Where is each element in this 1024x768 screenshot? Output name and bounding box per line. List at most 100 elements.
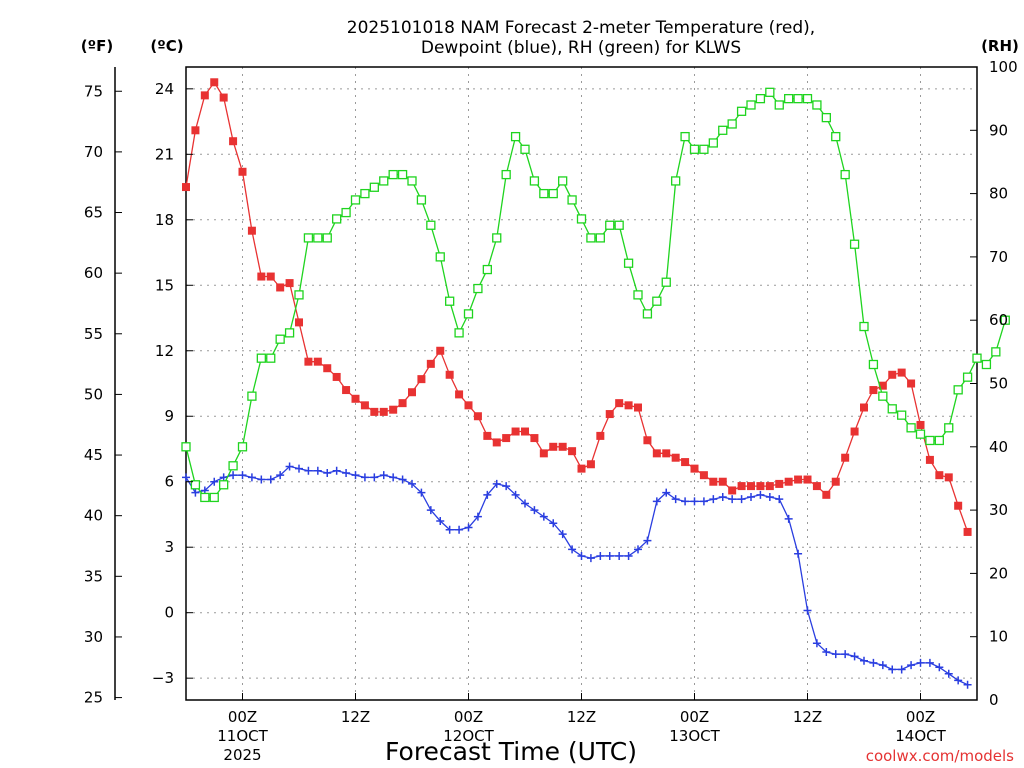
fahrenheit-tick-label: 25: [84, 689, 103, 707]
celsius-tick-label: 12: [155, 342, 174, 360]
temperature-point: [436, 346, 445, 355]
temperature-point: [351, 394, 360, 403]
dewpoint-point: [568, 545, 577, 554]
dewpoint-point: [681, 497, 690, 506]
temperature-point: [426, 359, 435, 368]
fahrenheit-tick-label: 55: [84, 325, 103, 343]
chart-title-line2: Dewpoint (blue), RH (green) for KLWS: [421, 38, 741, 58]
rh-point: [482, 264, 492, 275]
rh-point: [718, 125, 728, 135]
rh-point: [397, 169, 408, 180]
temperature-point: [916, 420, 925, 429]
x-tick-label: 00Z: [680, 708, 709, 726]
rh-point: [237, 442, 248, 452]
rh-point: [972, 353, 982, 363]
rh-line: [185, 91, 1006, 499]
x-axis-title: Forecast Time (UTC): [385, 737, 637, 766]
celsius-tick-label: 21: [155, 145, 174, 163]
rh-point: [633, 290, 643, 300]
rh-tick-label: 40: [989, 438, 1008, 456]
dewpoint-point: [304, 466, 313, 475]
rh-point: [981, 359, 992, 370]
dewpoint-point: [539, 512, 548, 521]
rh-point: [341, 207, 351, 218]
rh-point: [558, 176, 568, 186]
temperature-point: [841, 453, 850, 462]
temperature-point: [304, 357, 313, 366]
temperature-point: [954, 501, 963, 510]
fahrenheit-tick-label: 65: [84, 204, 103, 222]
temperature-point: [878, 381, 887, 390]
chart-title-line1: 2025101018 NAM Forecast 2-meter Temperat…: [347, 18, 815, 38]
rh-point: [652, 296, 662, 306]
dewpoint-point: [812, 639, 821, 648]
dewpoint-point: [210, 477, 219, 486]
rh-point: [821, 112, 831, 123]
dewpoint-point: [841, 650, 850, 659]
temperature-point: [492, 438, 501, 447]
rh-point: [256, 353, 266, 363]
temperature-point: [558, 442, 567, 451]
dewpoint-point: [577, 551, 586, 560]
dewpoint-point: [238, 471, 247, 480]
temperature-point: [182, 183, 190, 192]
temperature-point: [370, 407, 379, 416]
temperature-point: [521, 427, 529, 436]
rh-point: [699, 144, 709, 154]
temperature-point: [408, 388, 416, 397]
dewpoint-point: [408, 479, 416, 488]
dewpoint-point: [794, 549, 803, 558]
temperature-point: [634, 403, 642, 412]
dewpoint-point: [521, 499, 529, 508]
dewpoint-point: [831, 650, 840, 659]
temperature-point: [784, 477, 793, 486]
dewpoint-point: [784, 514, 793, 523]
celsius-tick-label: 0: [164, 604, 174, 622]
rh-point: [350, 195, 361, 205]
temperature-point: [210, 78, 219, 87]
celsius-tick-label: 9: [164, 407, 174, 425]
rh-point: [812, 100, 822, 110]
x-tick-date: 11OCT: [217, 727, 268, 745]
dewpoint-point: [718, 493, 727, 502]
rh-point: [887, 404, 897, 414]
dewpoint-point: [803, 606, 812, 615]
rh-point: [1000, 315, 1010, 325]
rh-tick-label: 80: [989, 185, 1008, 203]
dewpoint-point: [963, 680, 972, 689]
rh-point: [840, 169, 850, 180]
dewpoint-point: [935, 663, 944, 672]
celsius-tick-label: 24: [155, 80, 174, 98]
rh-point: [680, 131, 690, 142]
rh-point: [708, 138, 718, 148]
temperature-point: [794, 475, 803, 484]
temperature-point: [360, 401, 369, 410]
fahrenheit-tick-label: 40: [84, 507, 103, 525]
temperature-point: [219, 93, 228, 102]
fahrenheit-tick-label: 30: [84, 628, 103, 646]
temperature-point: [379, 407, 388, 416]
dewpoint-point: [765, 493, 774, 502]
rh-point: [219, 480, 229, 490]
dewpoint-point: [925, 658, 934, 667]
dewpoint-point: [643, 536, 652, 545]
dewpoint-point: [624, 551, 633, 560]
dewpoint-point: [747, 493, 755, 502]
rh-point: [925, 435, 935, 446]
rh-point: [765, 87, 775, 97]
rh-tick-label: 20: [989, 564, 1008, 582]
series-layer: [181, 78, 1010, 689]
rh-point: [322, 233, 332, 243]
temperature-point: [756, 482, 765, 491]
dewpoint-point: [370, 473, 379, 482]
temperature-point: [285, 279, 294, 288]
temperature-point: [568, 447, 577, 456]
dewpoint-point: [313, 466, 322, 475]
temperature-point: [473, 412, 482, 421]
rh-point: [576, 214, 587, 224]
rh-point: [755, 94, 766, 104]
rh-point: [915, 429, 926, 439]
dewpoint-point: [822, 647, 831, 656]
dewpoint-point: [916, 658, 925, 667]
x-tick-date: 12OCT: [443, 727, 494, 745]
